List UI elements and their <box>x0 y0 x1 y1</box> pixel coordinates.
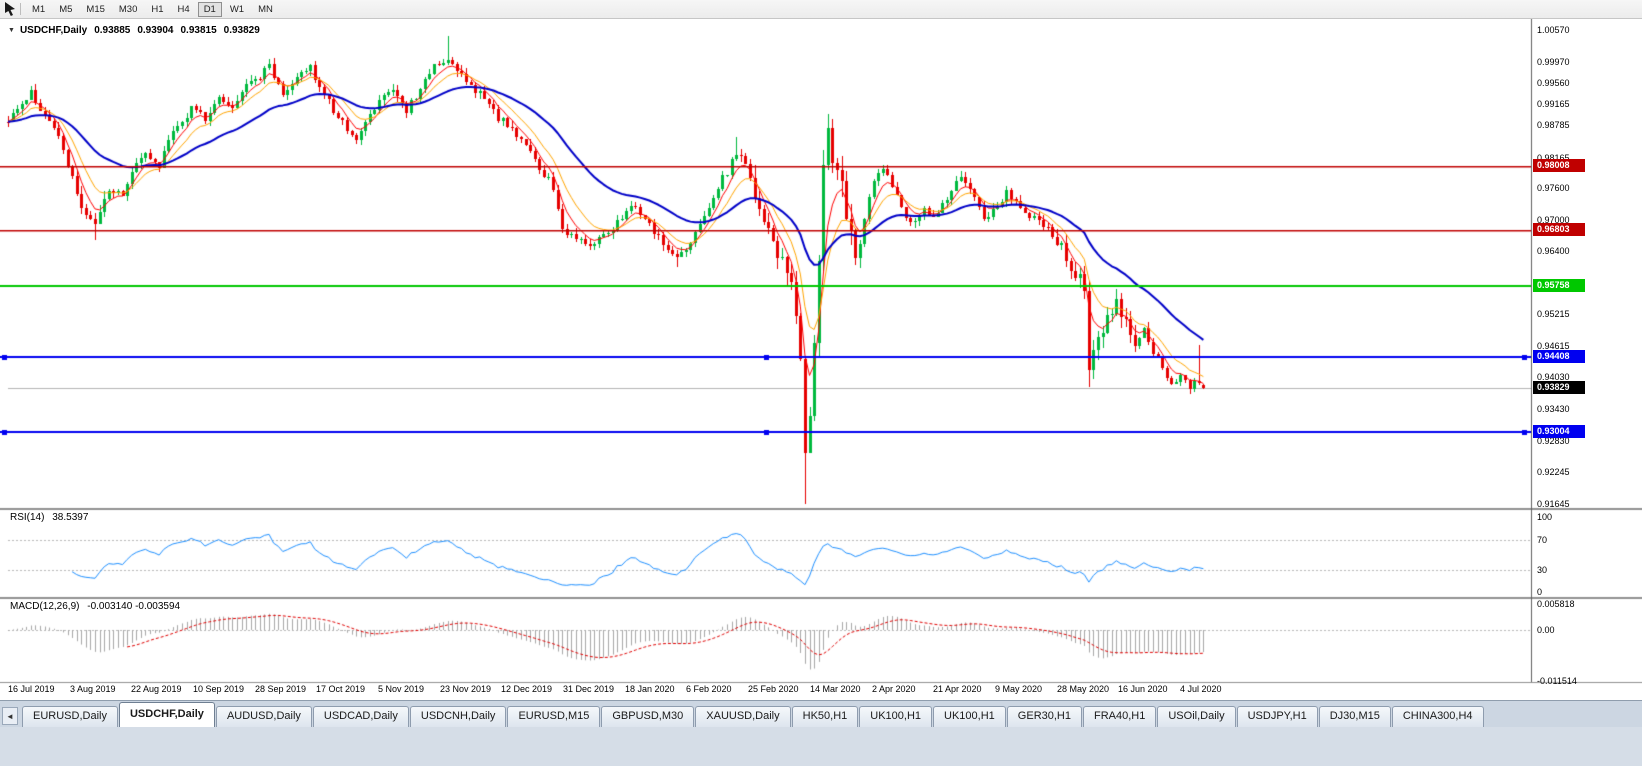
chart-tab[interactable]: EURUSD,Daily <box>22 706 118 727</box>
timeframe-toolbar: M1 M5 M15 M30 H1 H4 D1 W1 MN <box>0 0 1642 19</box>
chart-tab[interactable]: AUDUSD,Daily <box>215 706 312 727</box>
chart-tab[interactable]: FRA40,H1 <box>1083 706 1157 727</box>
chart-tab[interactable]: USDCNH,Daily <box>409 706 507 727</box>
chart-tab[interactable]: GER30,H1 <box>1006 706 1082 727</box>
tab-scroll-left-button[interactable]: ◄ <box>2 707 18 725</box>
chart-tab[interactable]: USDJPY,H1 <box>1236 706 1318 727</box>
chart-tab[interactable]: USDCHF,Daily <box>118 702 215 727</box>
cursor-arrow-glyph <box>5 2 15 16</box>
price-chart-canvas[interactable] <box>0 0 1642 700</box>
chart-tab[interactable]: GBPUSD,M30 <box>601 706 695 727</box>
chart-tab[interactable]: CHINA300,H4 <box>1391 706 1484 727</box>
chart-tab[interactable]: UK100,H1 <box>859 706 933 727</box>
timeframe-h4-button[interactable]: H4 <box>172 2 196 17</box>
timeframe-d1-button[interactable]: D1 <box>197 1 222 17</box>
cursor-icon[interactable] <box>3 2 17 17</box>
timeframe-m5-button[interactable]: M5 <box>53 2 78 17</box>
timeframe-buttons-group: M1 M5 M15 M30 H1 H4 D1 W1 MN <box>26 1 279 17</box>
status-area <box>0 727 1642 766</box>
toolbar-divider <box>20 3 21 15</box>
timeframe-m15-button[interactable]: M15 <box>80 2 110 17</box>
chart-tab[interactable]: HK50,H1 <box>791 706 859 727</box>
timeframe-mn-button[interactable]: MN <box>252 2 279 17</box>
chart-tabs-group: EURUSD,Daily USDCHF,Daily AUDUSD,Daily USDC… <box>22 702 1485 727</box>
chart-tab[interactable]: UK100,H1 <box>933 706 1006 727</box>
chart-tab[interactable]: EURUSD,M15 <box>507 706 601 727</box>
timeframe-w1-button[interactable]: W1 <box>224 2 250 17</box>
chart-tabbar: ◄ EURUSD,Daily USDCHF,Daily AUDUSD,Daily US… <box>0 700 1642 727</box>
timeframe-m1-button[interactable]: M1 <box>26 2 51 17</box>
chart-tab[interactable]: USOil,Daily <box>1157 706 1236 727</box>
timeframe-h1-button[interactable]: H1 <box>145 2 169 17</box>
chart-tab[interactable]: DJ30,M15 <box>1318 706 1391 727</box>
timeframe-m30-button[interactable]: M30 <box>113 2 143 17</box>
chart-tab[interactable]: XAUUSD,Daily <box>695 706 791 727</box>
chart-tab[interactable]: USDCAD,Daily <box>312 706 409 727</box>
